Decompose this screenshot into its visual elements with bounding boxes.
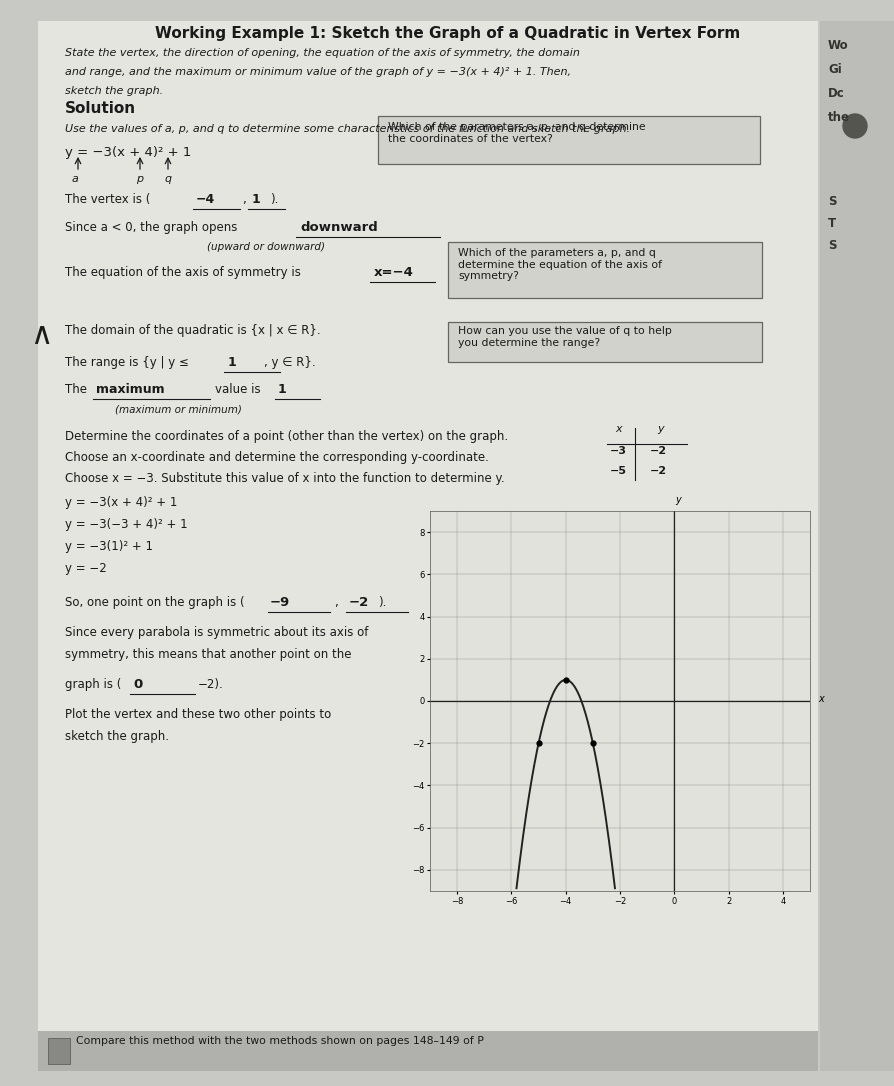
FancyBboxPatch shape <box>48 1038 70 1064</box>
Text: y: y <box>675 494 680 505</box>
Text: a: a <box>72 174 79 184</box>
Text: ).: ). <box>270 193 278 206</box>
Text: x: x <box>614 424 621 434</box>
Text: Solution: Solution <box>65 101 136 116</box>
Text: 1: 1 <box>278 383 286 396</box>
Text: p: p <box>136 174 143 184</box>
Text: S: S <box>827 195 836 209</box>
Text: Which of the parameters a, p, and q
determine the equation of the axis of
symmet: Which of the parameters a, p, and q dete… <box>458 248 662 281</box>
FancyBboxPatch shape <box>448 323 761 362</box>
Text: So, one point on the graph is (: So, one point on the graph is ( <box>65 596 244 609</box>
Text: ∧: ∧ <box>30 321 53 350</box>
Text: the: the <box>827 111 849 124</box>
FancyBboxPatch shape <box>819 21 894 1071</box>
Text: x: x <box>817 694 823 704</box>
Text: −4: −4 <box>196 193 215 206</box>
Text: y = −3(−3 + 4)² + 1: y = −3(−3 + 4)² + 1 <box>65 518 188 531</box>
Text: The range is {y | y ≤: The range is {y | y ≤ <box>65 356 189 369</box>
Text: Since a < 0, the graph opens: Since a < 0, the graph opens <box>65 220 237 233</box>
Text: Plot the vertex and these two other points to: Plot the vertex and these two other poin… <box>65 708 331 721</box>
Text: The: The <box>65 383 87 396</box>
Text: Choose x = −3. Substitute this value of x into the function to determine y.: Choose x = −3. Substitute this value of … <box>65 472 504 485</box>
Text: (maximum or minimum): (maximum or minimum) <box>114 404 241 414</box>
Text: Which of the parameters a, p, and q determine
the coordinates of the vertex?: Which of the parameters a, p, and q dete… <box>388 122 645 143</box>
Text: Choose an x-coordinate and determine the corresponding y-coordinate.: Choose an x-coordinate and determine the… <box>65 451 488 464</box>
Text: Determine the coordinates of a point (other than the vertex) on the graph.: Determine the coordinates of a point (ot… <box>65 430 508 443</box>
Text: q: q <box>164 174 171 184</box>
Text: value is: value is <box>215 383 260 396</box>
Text: sketch the graph.: sketch the graph. <box>65 730 169 743</box>
Circle shape <box>842 114 866 138</box>
Text: The vertex is (: The vertex is ( <box>65 193 150 206</box>
Text: symmetry, this means that another point on the: symmetry, this means that another point … <box>65 648 351 661</box>
Text: −9: −9 <box>270 596 290 609</box>
Text: −2: −2 <box>649 466 666 476</box>
Text: y = −2: y = −2 <box>65 561 106 574</box>
FancyBboxPatch shape <box>38 1031 817 1071</box>
Text: sketch the graph.: sketch the graph. <box>65 86 163 96</box>
Text: maximum: maximum <box>96 383 164 396</box>
Text: ,: , <box>241 193 246 206</box>
Text: 1: 1 <box>252 193 260 206</box>
Text: y = −3(x + 4)² + 1: y = −3(x + 4)² + 1 <box>65 496 177 509</box>
Text: downward: downward <box>299 220 377 233</box>
Text: −2).: −2). <box>198 678 224 691</box>
Text: graph is (: graph is ( <box>65 678 122 691</box>
Text: Since every parabola is symmetric about its axis of: Since every parabola is symmetric about … <box>65 626 368 639</box>
Text: 0: 0 <box>133 678 142 691</box>
Text: The domain of the quadratic is {x | x ∈ R}.: The domain of the quadratic is {x | x ∈ … <box>65 324 320 337</box>
Text: State the vertex, the direction of opening, the equation of the axis of symmetry: State the vertex, the direction of openi… <box>65 48 579 58</box>
Text: (upward or downward): (upward or downward) <box>207 242 325 252</box>
Text: −2: −2 <box>349 596 369 609</box>
Text: Working Example 1: Sketch the Graph of a Quadratic in Vertex Form: Working Example 1: Sketch the Graph of a… <box>156 26 740 41</box>
FancyBboxPatch shape <box>448 242 761 298</box>
Text: −2: −2 <box>649 446 666 456</box>
Text: 1: 1 <box>228 356 237 369</box>
Text: and range, and the maximum or minimum value of the graph of y = −3(x + 4)² + 1. : and range, and the maximum or minimum va… <box>65 67 570 77</box>
Text: x=−4: x=−4 <box>374 266 413 279</box>
Text: ).: ). <box>377 596 386 609</box>
Text: The equation of the axis of symmetry is: The equation of the axis of symmetry is <box>65 266 300 279</box>
Text: Wo: Wo <box>827 39 848 52</box>
Text: −5: −5 <box>610 466 627 476</box>
Text: Gi: Gi <box>827 63 841 76</box>
Text: T: T <box>827 217 835 230</box>
Text: , y ∈ R}.: , y ∈ R}. <box>264 356 316 369</box>
FancyBboxPatch shape <box>377 116 759 164</box>
Text: Dc: Dc <box>827 87 844 100</box>
Text: Use the values of a, p, and q to determine some characteristics of the function : Use the values of a, p, and q to determi… <box>65 124 629 134</box>
Text: y = −3(1)² + 1: y = −3(1)² + 1 <box>65 540 153 553</box>
Text: y: y <box>656 424 662 434</box>
Text: Compare this method with the two methods shown on pages 148–149 of P: Compare this method with the two methods… <box>76 1036 484 1046</box>
Text: S: S <box>827 239 836 252</box>
Text: y = −3(x + 4)² + 1: y = −3(x + 4)² + 1 <box>65 146 191 159</box>
Text: −3: −3 <box>610 446 627 456</box>
Text: ,: , <box>333 596 337 609</box>
Text: How can you use the value of q to help
you determine the range?: How can you use the value of q to help y… <box>458 326 671 348</box>
FancyBboxPatch shape <box>38 21 817 1071</box>
